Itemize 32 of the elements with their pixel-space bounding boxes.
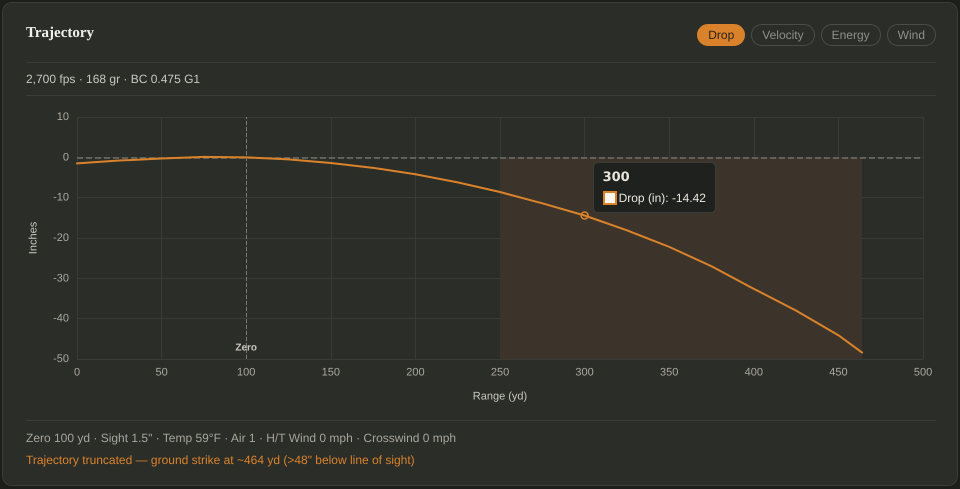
x-tick-label: 150 [322, 366, 340, 378]
y-tick-label: 0 [62, 151, 69, 164]
text: Wind [886, 24, 936, 46]
text: Trajectory truncated — ground strike at ~464 yd (>48" below line of sight) [26, 453, 415, 467]
y-tick-label: -50 [53, 353, 69, 365]
ref-line-label: Zero [235, 342, 258, 354]
y-tick-label: -20 [53, 232, 69, 244]
x-tick-label: 200 [406, 366, 425, 378]
line-series [76, 156, 864, 354]
chart-title: Trajectory [26, 25, 94, 42]
y-tick-label: -40 [53, 312, 69, 325]
x-tick-label: 500 [914, 366, 932, 378]
x-tick-label: 450 [829, 366, 848, 378]
y-tick-label: -10 [53, 192, 69, 204]
x-tick-label: 300 [575, 366, 594, 378]
x-tick-label: 0 [74, 366, 80, 378]
text: Zero 100 yd · Sight 1.5" · Temp 59°F · Air 1 · H/T Wind 0 mph · Crosswind 0 mph [26, 431, 456, 445]
chart-subtitle: 2,700 fps · 168 gr · BC 0.475 G1 [26, 72, 200, 86]
x-tick-label: 100 [237, 366, 256, 378]
y-tick-label: 10 [56, 111, 69, 123]
x-tick-label: 250 [490, 366, 510, 378]
text: Drop [697, 24, 746, 46]
x-axis-title: Range (yd) [472, 390, 528, 402]
x-tick-label: 350 [660, 366, 678, 378]
x-tick-label: 50 [155, 366, 168, 378]
annotation: 300 [602, 170, 631, 186]
text: Velocity [751, 24, 815, 46]
x-tick-label: 400 [744, 366, 763, 378]
y-tick-label: -30 [53, 272, 69, 284]
annotation: Drop (in): -14.42 [618, 191, 706, 206]
text: Energy [820, 24, 881, 46]
y-axis-title: Inches [28, 221, 40, 254]
